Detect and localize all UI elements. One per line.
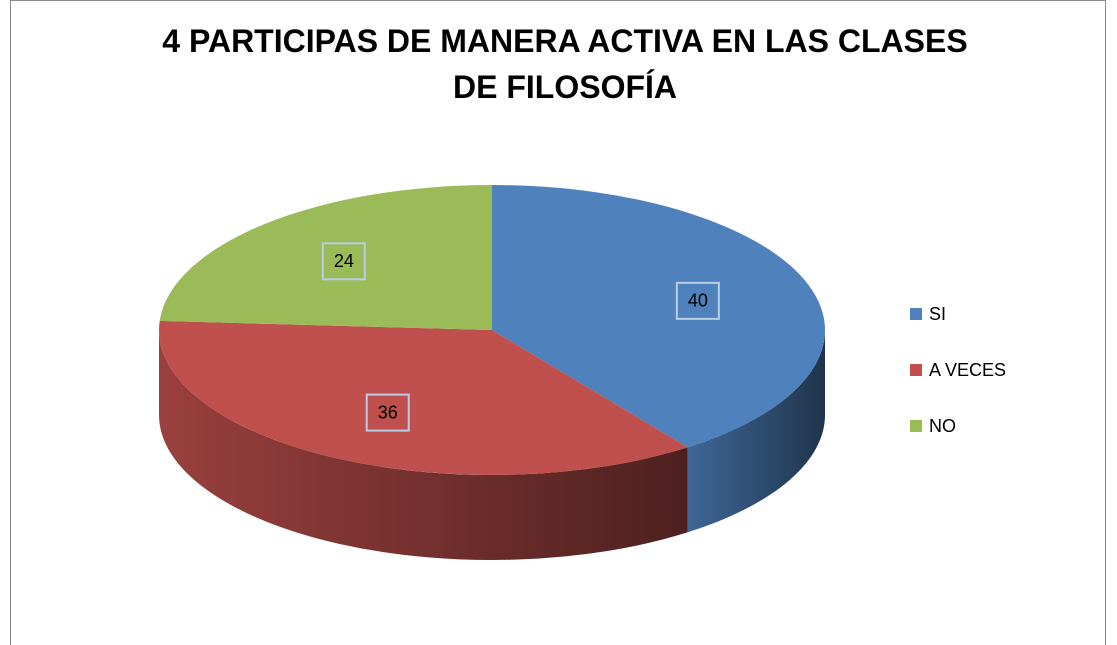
data-label-box — [675, 281, 720, 320]
legend-label: A VECES — [929, 360, 1006, 380]
pie-slice — [159, 320, 688, 476]
chart-border — [10, 0, 1106, 645]
data-label: 36 — [378, 402, 398, 422]
data-label-box — [321, 242, 366, 281]
pie-slice-side — [687, 330, 825, 533]
legend-swatch — [910, 420, 922, 432]
legend-swatch — [910, 308, 922, 320]
legend-swatch — [910, 364, 922, 376]
data-label: 40 — [688, 291, 708, 311]
chart-title: 4 PARTICIPAS DE MANERA ACTIVA EN LAS CLA… — [162, 23, 968, 105]
legend-label: SI — [929, 304, 946, 324]
legend-label: NO — [929, 416, 956, 436]
data-label: 24 — [334, 251, 354, 271]
pie-slice-side — [159, 330, 688, 560]
pie-slice — [492, 185, 825, 448]
data-label-box — [365, 393, 410, 432]
pie-slice — [159, 185, 492, 330]
